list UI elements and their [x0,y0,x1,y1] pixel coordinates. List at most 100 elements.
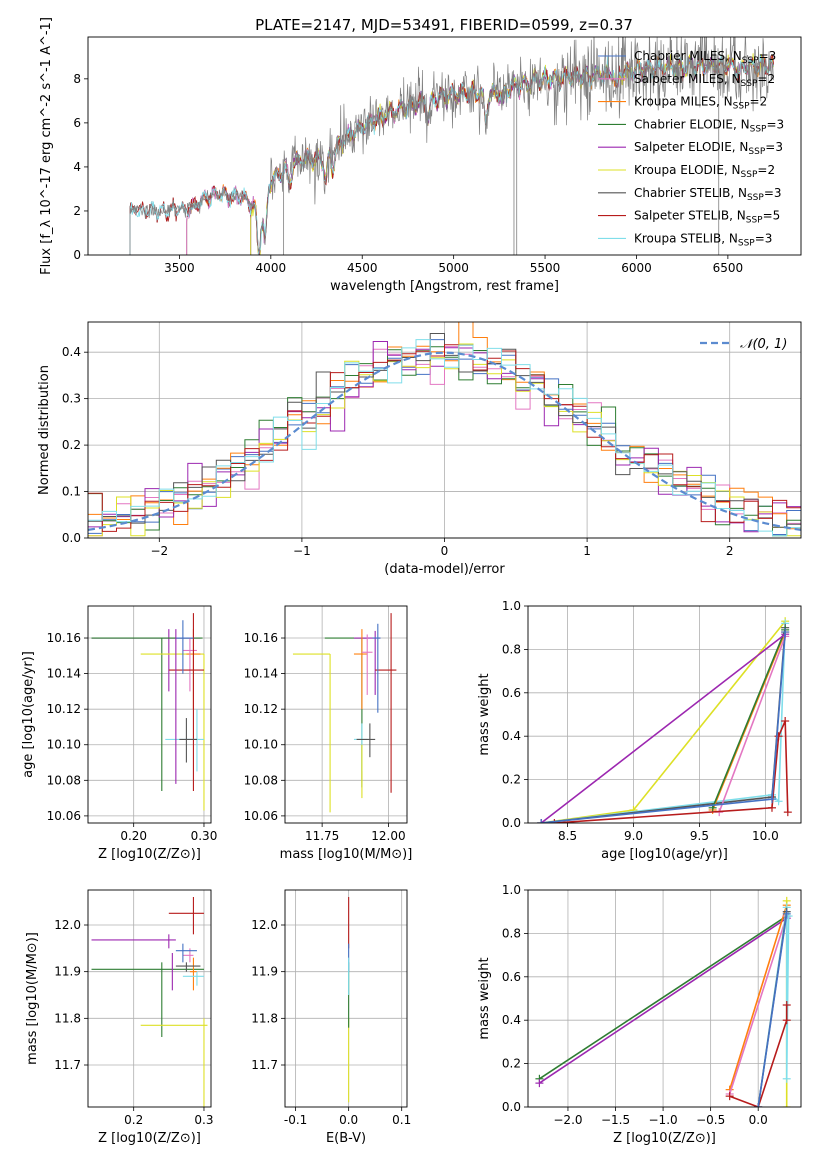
y-tick-label: 0.3 [62,392,81,406]
point-errorbar [91,934,176,949]
axes-frame [87,605,212,824]
x-tick-label: 4000 [256,261,287,275]
plot-area [129,37,774,255]
data-spectrum-line [129,37,774,255]
plot-area [537,617,792,823]
weight-line [540,633,786,823]
panel-mass_vs_Z: 0.2 0.3 11.7 11.8 11.9 12.0 Z [log10(Z/Z⊙)] mas… [25,889,214,1146]
x-axis-label: mass [log10(M/M⊙)] [280,847,413,862]
y-tick-label: 0.4 [62,345,81,359]
x-tick-label: −0.5 [696,1113,725,1127]
y-tick-label: 0.2 [62,438,81,452]
weight-line [729,1005,788,1107]
x-tick-label: 2 [726,544,734,558]
y-tick-label: 0.0 [502,1100,521,1114]
y-tick-label: 11.8 [54,1011,81,1025]
plot-area [535,896,793,1107]
point-errorbar [168,897,204,935]
y-tick-label: 0.8 [502,926,521,940]
x-tick-label: −1.5 [601,1113,630,1127]
x-axis-label: Z [log10(Z/Z⊙)] [98,1131,201,1146]
legend-label: Salpeter MILES, NSSP=2 [634,72,775,89]
panel-spectrum: 3500 4000 4500 5000 5500 6000 6500 0 2 4 6 8 wavelen… [39,17,802,294]
x-tick-label: 0.1 [392,1113,411,1127]
x-tick-label: 1 [583,544,591,558]
x-tick-label: 0.0 [339,1113,358,1127]
point-errorbar [372,623,381,713]
y-tick-label: 11.8 [251,1011,278,1025]
point-errorbar [189,957,197,991]
y-tick-label: 0.4 [502,729,521,743]
y-axis-label: mass weight [477,957,492,1039]
point-errorbar [175,962,201,972]
axes-frame [284,889,408,1108]
weight-line [718,636,786,813]
weight-line [538,917,788,1084]
y-tick-label: 4 [73,160,81,174]
tick-group: −2.0 −1.5 −1.0 −0.5 0.0 0.0 0.2 0.4 0.6 0.8 1.0 [502,883,768,1127]
weight-line [757,913,788,1107]
weight-line [728,904,788,1090]
legend-label: Chabrier ELODIE, NSSP=3 [634,117,784,134]
tick-group: -0.1 0.0 0.1 11.7 11.8 11.9 12.0 [251,918,411,1127]
point-errorbar [179,718,197,763]
y-tick-label: 10.10 [244,738,278,752]
tick-group: −2 −1 0 1 2 0.0 0.1 0.2 0.3 0.4 [62,345,734,558]
plot-area [88,322,801,537]
weight-line [538,915,788,1080]
y-axis-label: mass [log10(M/M⊙)] [25,932,40,1065]
x-tick-label: −1 [293,544,311,558]
x-tick-label: 0 [441,544,449,558]
x-axis-label: age [log10(age/yr)] [601,847,728,862]
axes-frame [87,889,212,1108]
x-tick-label: 3500 [164,261,195,275]
panel-weight_vs_Z: −2.0 −1.5 −1.0 −0.5 0.0 0.0 0.2 0.4 0.6 0.8 1.0 Z [… [477,883,802,1146]
x-tick-label: 0.3 [194,1113,213,1127]
y-tick-label: 10.14 [47,667,81,681]
x-axis-label: wavelength [Angstrom, rest frame] [330,279,559,294]
y-tick-label: 0.4 [502,1013,521,1027]
point-errorbar [91,962,204,1037]
axes-frame [87,36,802,256]
y-tick-label: 1.0 [502,883,521,897]
normal-curve [88,351,801,531]
x-tick-label: −2.0 [553,1113,582,1127]
y-tick-label: 0.6 [502,970,521,984]
point-errorbar [168,613,204,791]
panel-residuals: −2 −1 0 1 2 0.0 0.1 0.2 0.3 0.4 (data-model)/error… [37,321,802,577]
legend-label: Salpeter ELODIE, NSSP=3 [634,140,783,157]
legend-label: Kroupa ELODIE, NSSP=2 [634,163,775,180]
x-tick-label: 5000 [438,261,469,275]
x-tick-label: 10.0 [752,829,779,843]
legend: Chabrier MILES, NSSP=3 Salpeter MILES, NS… [598,49,784,248]
legend-label: 𝒩(0, 1) [740,337,787,352]
x-axis-label: (data-model)/error [384,562,505,577]
axes-frame [87,321,802,539]
y-tick-label: 10.14 [244,667,278,681]
y-tick-label: 11.7 [54,1058,81,1072]
y-tick-label: 0.2 [502,1057,521,1071]
x-tick-label: 0.0 [749,1113,768,1127]
panel-weight_vs_age: 8.5 9.0 9.5 10.0 0.0 0.2 0.4 0.6 0.8 1.0 age [log1… [477,599,802,862]
x-tick-label: -0.1 [284,1113,307,1127]
y-tick-label: 0.2 [502,773,521,787]
y-tick-label: 11.9 [54,965,81,979]
figure-title: PLATE=2147, MJD=53491, FIBERID=0599, z=0… [255,16,633,34]
axes-frame [527,889,802,1108]
y-tick-label: 12.0 [251,918,278,932]
point-errorbar [292,653,331,813]
legend-label: Chabrier MILES, NSSP=3 [634,49,776,66]
point-errorbar [361,634,373,695]
y-tick-label: 0.8 [502,642,521,656]
y-tick-label: 11.9 [251,965,278,979]
x-tick-label: 11.75 [305,829,339,843]
legend-label: Kroupa MILES, NSSP=2 [634,95,767,112]
point-errorbar [182,971,204,986]
y-tick-label: 6 [73,116,81,130]
x-tick-label: 0.20 [120,829,147,843]
y-tick-label: 10.06 [244,809,278,823]
point-errorbar [356,723,376,758]
tick-group: 0.20 0.30 10.06 10.08 10.10 10.12 10.14 10.16 [47,631,218,843]
panel-age_vs_mass: 11.75 12.00 10.06 10.08 10.10 10.12 10.14 10.16… [244,605,413,862]
